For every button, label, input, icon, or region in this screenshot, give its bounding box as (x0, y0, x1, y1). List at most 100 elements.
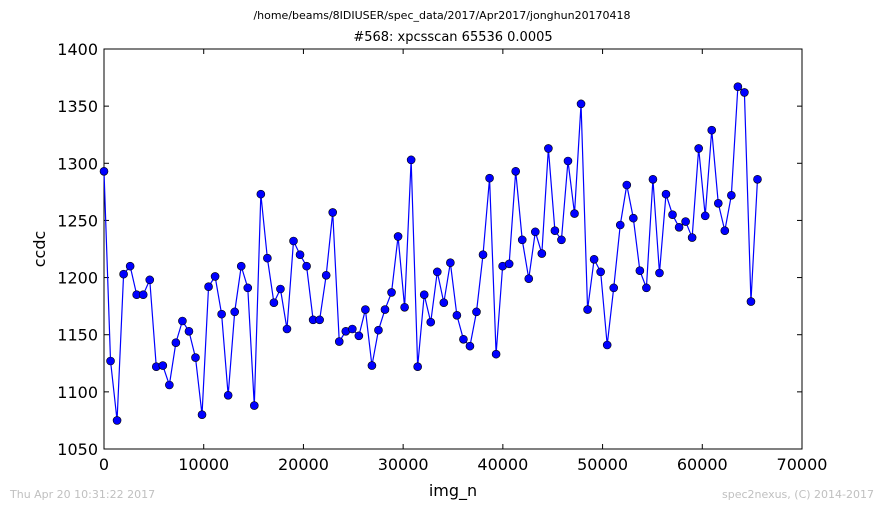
y-tick-label: 1250 (57, 211, 98, 230)
data-point (746, 297, 756, 306)
data-point (361, 305, 370, 314)
data-point (707, 125, 717, 135)
data-point (230, 307, 239, 317)
data-point (380, 305, 390, 314)
data-point (119, 269, 128, 279)
data-point (544, 144, 553, 153)
data-point (596, 267, 605, 277)
data-point (687, 233, 697, 242)
data-point (367, 361, 377, 370)
data-point (374, 325, 383, 335)
data-point (282, 324, 292, 334)
data-point (459, 334, 468, 344)
data-point (413, 362, 422, 372)
chart-title: #568: xpcsscan 65536 0.0005 (353, 30, 553, 45)
data-point (537, 249, 547, 258)
data-point (570, 209, 579, 218)
data-point (204, 282, 213, 292)
y-tick-label: 1150 (57, 326, 98, 345)
x-tick-label: 30000 (378, 455, 429, 474)
data-point (504, 259, 514, 269)
data-point (609, 283, 619, 293)
x-tick-label: 0 (99, 455, 109, 474)
x-axis-label: img_n (429, 481, 477, 501)
data-point (348, 324, 357, 334)
data-point (576, 99, 586, 109)
data-point (406, 155, 416, 165)
data-point (158, 361, 168, 370)
y-tick-label: 1350 (57, 97, 98, 116)
timestamp: Thu Apr 20 10:31:22 2017 (10, 488, 156, 501)
data-point (589, 254, 599, 264)
data-point (602, 340, 612, 350)
data-point (674, 222, 684, 232)
data-point (276, 284, 285, 294)
data-point (419, 290, 429, 300)
data-point (171, 338, 181, 348)
data-point (197, 410, 207, 420)
data-point (263, 253, 272, 263)
data-point (393, 232, 403, 241)
data-point (432, 267, 442, 277)
data-point (472, 307, 481, 317)
x-tick-label: 40000 (477, 455, 528, 474)
data-point (250, 401, 259, 410)
data-point (550, 226, 560, 236)
data-point (629, 213, 638, 223)
data-point (184, 326, 194, 336)
data-point (269, 298, 279, 308)
data-point (563, 156, 573, 166)
data-point (217, 309, 226, 319)
data-point (256, 189, 266, 199)
file-path-title: /home/beams/8IDIUSER/spec_data/2017/Apr2… (253, 9, 631, 22)
data-point (321, 270, 331, 280)
data-point (517, 235, 527, 245)
data-point (426, 317, 436, 327)
data-point (642, 283, 651, 293)
data-point (713, 198, 723, 208)
data-point (99, 166, 109, 176)
plot-area (103, 48, 803, 450)
x-tick-label: 60000 (677, 455, 728, 474)
data-point (452, 310, 462, 320)
data-point (178, 316, 187, 326)
data-point (289, 236, 298, 246)
x-tick-label: 70000 (777, 455, 828, 474)
data-point (681, 217, 690, 226)
data-point (622, 180, 632, 190)
data-point (491, 349, 501, 359)
data-point (328, 208, 338, 217)
data-point (635, 266, 645, 276)
data-point (315, 315, 324, 325)
data-point (740, 88, 749, 97)
data-point (524, 274, 534, 284)
data-point (145, 275, 155, 285)
data-point (112, 416, 122, 425)
data-point (485, 173, 494, 183)
data-point (243, 283, 253, 293)
data-point (236, 261, 246, 271)
x-axis: 0 10000 20000 30000 40000 50000 60000 70000 (99, 49, 828, 474)
data-point (465, 341, 475, 351)
data-point (125, 261, 135, 271)
data-point (191, 353, 200, 362)
data-point (511, 166, 521, 176)
data-point (387, 288, 396, 297)
data-point (295, 250, 305, 260)
data-point (223, 390, 233, 400)
data-point (210, 272, 220, 281)
x-tick-label: 10000 (178, 455, 229, 474)
data-point (615, 220, 625, 230)
y-tick-label: 1200 (57, 269, 98, 288)
data-point (334, 337, 344, 346)
y-tick-label: 1100 (57, 383, 98, 402)
data-point (753, 174, 762, 184)
data-point (733, 82, 743, 92)
x-tick-label: 20000 (278, 455, 329, 474)
credit: spec2nexus, (C) 2014-2017 (722, 488, 874, 501)
data-point (138, 290, 148, 300)
data-point (700, 211, 710, 221)
data-point (655, 268, 664, 278)
y-axis-label: ccdc (30, 231, 49, 268)
